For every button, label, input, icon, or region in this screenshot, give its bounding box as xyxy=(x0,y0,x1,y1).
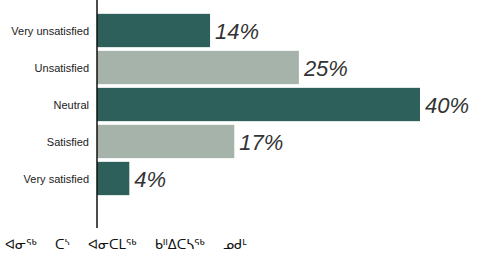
category-label: Unsatisfied xyxy=(35,62,89,74)
labels: Very unsatisfied 14% Unsatisfied 25% Neutral… xyxy=(11,19,469,192)
category-label: Very unsatisfied xyxy=(11,25,89,37)
bar xyxy=(97,51,299,84)
category-label: Neutral xyxy=(54,99,89,111)
chart-svg: Very unsatisfied 14% Unsatisfied 25% Neutral… xyxy=(0,0,478,255)
bar xyxy=(97,162,129,195)
category-label: Very satisfied xyxy=(24,173,89,185)
data-label: 14% xyxy=(215,19,259,44)
data-label: 25% xyxy=(303,56,348,81)
category-axis xyxy=(96,0,98,228)
bar xyxy=(97,14,210,47)
data-label: 17% xyxy=(239,130,283,155)
bar xyxy=(97,88,420,121)
data-label: 4% xyxy=(134,167,166,192)
title: ᐊᓂᖅ ᑕᔅ ᐊᓂᑕᒪᖅ ᑲᐦᐃᑕᓴᖅ ᓄᑯᒻ xyxy=(5,237,247,252)
data-label: 40% xyxy=(425,93,469,118)
bar xyxy=(97,125,234,158)
category-label: Satisfied xyxy=(47,136,89,148)
chart-container: Very unsatisfied 14% Unsatisfied 25% Neutral… xyxy=(0,0,478,255)
bars xyxy=(97,14,420,195)
